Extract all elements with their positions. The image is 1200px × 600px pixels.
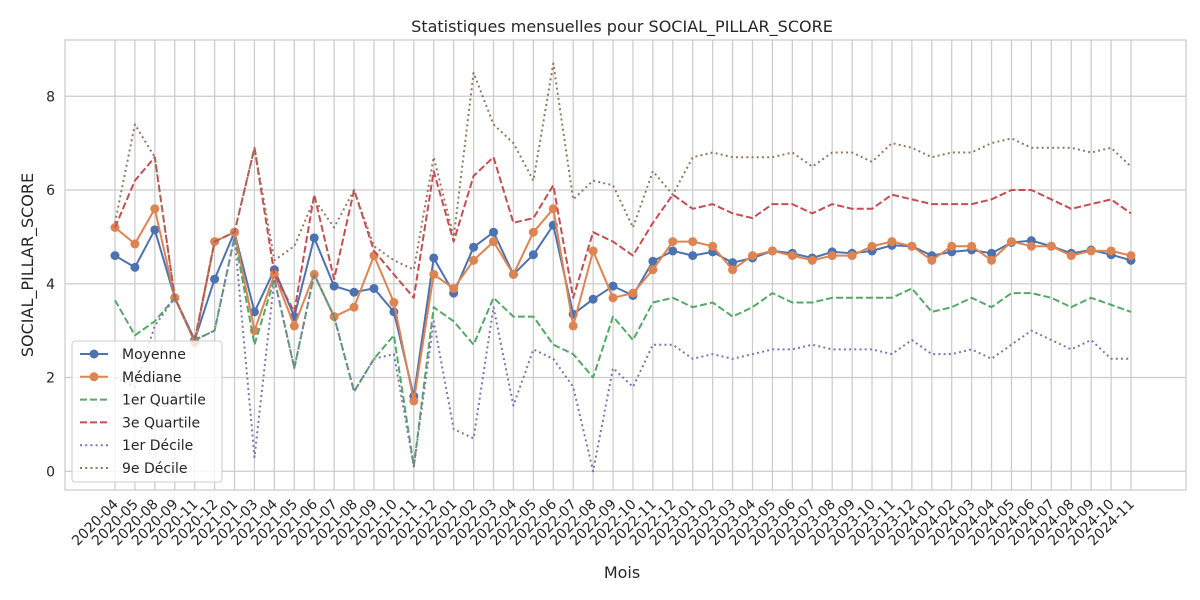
data-point xyxy=(787,251,797,261)
chart-title: Statistiques mensuelles pour SOCIAL_PILL… xyxy=(411,17,833,37)
series-layer xyxy=(110,62,1136,473)
data-point xyxy=(568,321,578,331)
legend-label: Moyenne xyxy=(122,347,186,363)
data-point xyxy=(967,241,977,251)
data-point xyxy=(489,237,499,247)
data-point xyxy=(747,251,757,261)
data-point xyxy=(708,241,718,251)
series-line xyxy=(114,235,1131,473)
legend-marker xyxy=(89,372,99,382)
legend-label: 3e Quartile xyxy=(122,415,200,431)
data-point xyxy=(469,255,479,265)
data-point xyxy=(1046,241,1056,251)
data-point xyxy=(1006,237,1016,247)
data-point xyxy=(150,204,160,214)
y-tick-label: 4 xyxy=(46,277,55,293)
data-point xyxy=(628,288,638,298)
data-point xyxy=(728,258,738,268)
legend: Moyenne Médiane 1er Quartile 3e Quartile 1er… xyxy=(71,340,223,483)
data-point xyxy=(309,233,319,243)
data-point xyxy=(987,255,997,265)
legend-label: 1er Quartile xyxy=(122,393,206,409)
data-point xyxy=(1126,251,1136,261)
legend-label: 1er Décile xyxy=(122,438,193,454)
data-point xyxy=(728,265,738,275)
data-point xyxy=(987,248,997,258)
data-point xyxy=(528,227,538,237)
data-point xyxy=(110,251,120,261)
data-point xyxy=(289,321,299,331)
series-3e-quartile xyxy=(114,146,1132,341)
data-point xyxy=(1086,246,1096,256)
data-point xyxy=(469,242,479,252)
y-tick-label: 0 xyxy=(46,464,55,480)
series-1er-d-cile xyxy=(114,235,1131,473)
data-point xyxy=(688,251,698,261)
data-point xyxy=(409,396,419,406)
series-m-diane xyxy=(110,204,1136,406)
data-point xyxy=(130,239,140,249)
plot-frame xyxy=(64,39,1187,491)
y-axis-ticks: 0 2 4 6 8 xyxy=(46,89,55,480)
x-axis-label: Mois xyxy=(604,563,640,582)
y-tick-label: 6 xyxy=(46,183,55,199)
data-point xyxy=(150,225,160,235)
data-point xyxy=(449,283,459,293)
legend-label: 9e Décile xyxy=(122,461,187,477)
data-point xyxy=(249,307,259,317)
data-point xyxy=(927,255,937,265)
data-point xyxy=(1106,246,1116,256)
data-point xyxy=(648,256,658,266)
data-point xyxy=(668,246,678,256)
legend-frame xyxy=(71,340,223,483)
data-point xyxy=(389,298,399,307)
data-point xyxy=(508,269,518,279)
y-axis-label: SOCIAL_PILLAR_SCORE xyxy=(18,173,38,357)
data-point xyxy=(429,253,439,263)
data-point xyxy=(887,237,897,247)
data-point xyxy=(907,241,917,251)
data-point xyxy=(688,237,698,247)
data-point xyxy=(668,237,678,247)
data-point xyxy=(489,227,499,237)
series-line xyxy=(114,235,1132,468)
series-1er-quartile xyxy=(114,235,1132,468)
data-point xyxy=(1066,251,1076,261)
data-point xyxy=(429,269,439,279)
data-point xyxy=(588,246,598,256)
data-point xyxy=(329,281,339,291)
data-point xyxy=(130,262,140,272)
legend-marker xyxy=(89,349,99,359)
data-point xyxy=(608,281,618,291)
plot-area xyxy=(64,39,1187,491)
data-point xyxy=(349,302,359,312)
y-tick-label: 8 xyxy=(46,89,55,105)
data-point xyxy=(947,241,957,251)
data-point xyxy=(1026,241,1036,251)
data-point xyxy=(369,283,379,293)
y-tick-label: 2 xyxy=(46,371,55,387)
data-point xyxy=(847,251,857,261)
x-axis-ticks: 2020-042020-052020-082020-092020-112020-… xyxy=(69,496,1138,549)
data-point xyxy=(608,293,618,303)
data-point xyxy=(867,241,877,251)
data-point xyxy=(767,246,777,256)
series-line xyxy=(114,224,1132,398)
data-point xyxy=(807,255,817,265)
data-point xyxy=(528,250,538,260)
legend-label: Médiane xyxy=(122,370,182,386)
data-point xyxy=(349,287,359,297)
series-line xyxy=(114,146,1132,341)
data-point xyxy=(648,265,658,275)
data-point xyxy=(588,294,598,304)
data-point xyxy=(827,251,837,261)
series-line xyxy=(114,207,1132,402)
data-point xyxy=(548,204,558,214)
data-point xyxy=(210,274,220,284)
